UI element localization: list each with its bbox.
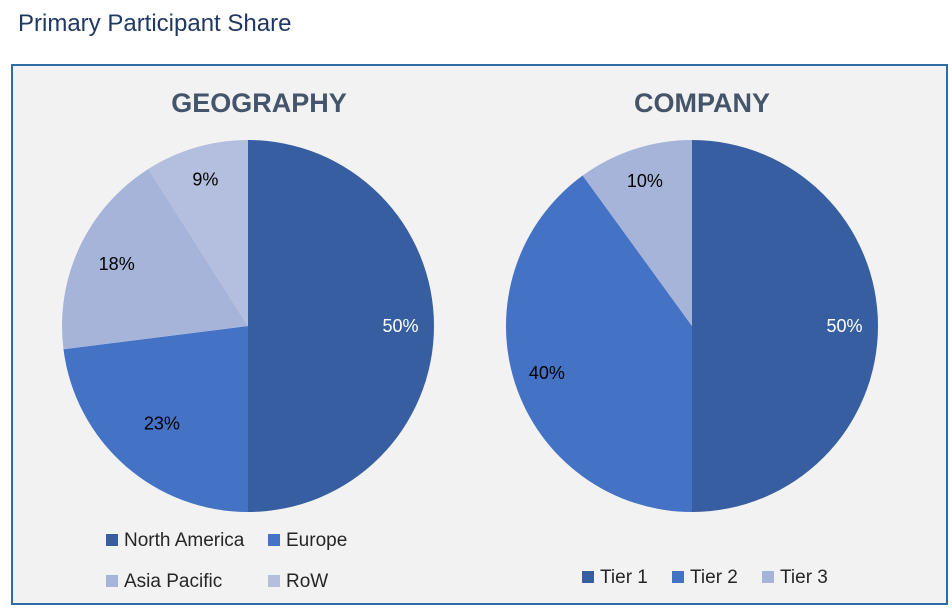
page-title: Primary Participant Share <box>18 10 292 37</box>
geography-label-europe: 23% <box>144 414 180 434</box>
geography-legend-swatch-asia-pacific <box>106 575 118 587</box>
geography-slice-north-america <box>248 140 434 512</box>
geography-legend: North America Europe Asia Pacific RoW <box>106 530 347 592</box>
company-slices <box>505 139 878 512</box>
geography-label-row: 9% <box>192 170 218 190</box>
geography-legend-label-asia-pacific: Asia Pacific <box>124 571 222 592</box>
geography-legend-swatch-europe <box>268 534 280 546</box>
geography-legend-label-row: RoW <box>286 571 328 592</box>
geography-label-north-america: 50% <box>382 316 418 336</box>
company-legend-swatch-tier-1 <box>582 571 594 583</box>
company-legend-label-tier-3: Tier 3 <box>780 567 828 588</box>
company-label-tier-1: 50% <box>826 316 862 336</box>
company-slice-tier-3 <box>582 139 692 326</box>
geography-label-asia-pacific: 18% <box>99 254 135 274</box>
geography-legend-label-north-america: North America <box>124 530 245 551</box>
company-slice-tier-1 <box>692 140 878 512</box>
company-slice-tier-2 <box>505 175 692 512</box>
company-chart: COMPANY 50% 40% 10% Tier 1 Tier 2 Tier 3 <box>505 88 878 588</box>
company-slice-labels: 50% 40% 10% <box>529 171 863 383</box>
geography-slice-asia-pacific <box>62 168 249 350</box>
company-legend-label-tier-1: Tier 1 <box>600 567 648 588</box>
geography-legend-swatch-row <box>268 575 280 587</box>
geography-slice-labels: 50% 23% 18% 9% <box>99 170 419 434</box>
geography-legend-label-europe: Europe <box>286 530 347 551</box>
geography-legend-swatch-north-america <box>106 534 118 546</box>
geography-chart: GEOGRAPHY 50% 23% 18% 9% North America Europ… <box>62 88 434 592</box>
company-legend: Tier 1 Tier 2 Tier 3 <box>582 567 828 588</box>
company-chart-title: COMPANY <box>634 88 770 118</box>
company-label-tier-3: 10% <box>627 171 663 191</box>
geography-slice-row <box>148 140 248 326</box>
geography-chart-title: GEOGRAPHY <box>171 88 347 118</box>
company-legend-swatch-tier-3 <box>762 571 774 583</box>
geography-slices <box>62 140 434 512</box>
geography-slice-europe <box>63 326 248 512</box>
company-legend-label-tier-2: Tier 2 <box>690 567 738 588</box>
company-legend-swatch-tier-2 <box>672 571 684 583</box>
company-label-tier-2: 40% <box>529 363 565 383</box>
